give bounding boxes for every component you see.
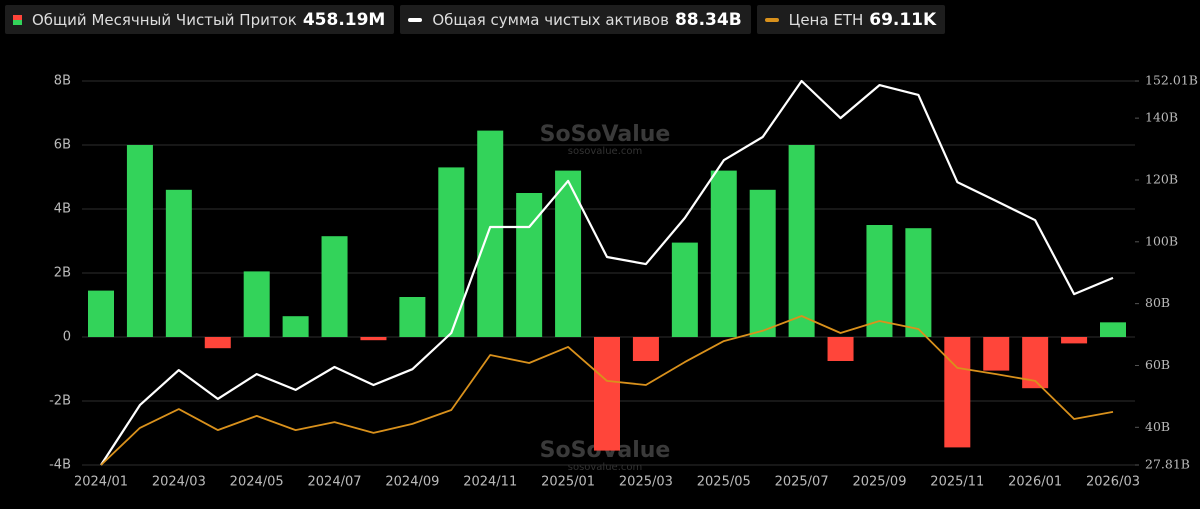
- x-tick-label: 2026/01: [1008, 475, 1062, 490]
- legend-label: Общий Месячный Чистый Приток: [32, 10, 297, 29]
- x-tick-label: 2024/07: [308, 475, 362, 490]
- bar: [632, 337, 659, 361]
- y2-tick-label: 60B: [1145, 357, 1170, 372]
- x-tick-label: 2025/05: [697, 475, 751, 490]
- y-tick-label: 0: [63, 330, 71, 345]
- bar: [282, 316, 309, 337]
- legend: Общий Месячный Чистый Приток 458.19M Общая…: [5, 5, 946, 34]
- bar: [204, 337, 231, 349]
- bar: [126, 145, 153, 337]
- bar: [1100, 322, 1126, 337]
- x-tick-label: 2025/09: [852, 475, 906, 490]
- bar: [438, 167, 465, 337]
- bar: [555, 170, 582, 337]
- legend-item[interactable]: Цена ETH 69.11K: [756, 5, 946, 34]
- bar: [165, 189, 192, 337]
- bar: [1061, 337, 1088, 344]
- legend-value: 69.11K: [869, 9, 937, 30]
- y2-tick-label: 80B: [1145, 295, 1170, 310]
- legend-item[interactable]: Общий Месячный Чистый Приток 458.19M: [5, 5, 395, 34]
- legend-value: 458.19M: [302, 9, 386, 30]
- x-tick-label: 2026/03: [1086, 475, 1140, 490]
- y-tick-label: 2B: [54, 266, 71, 281]
- y-tick-label: 6B: [54, 138, 71, 153]
- legend-value: 88.34B: [674, 9, 742, 30]
- bar: [671, 242, 698, 337]
- y2-tick-label: 152.01B: [1145, 73, 1198, 88]
- legend-item[interactable]: Общая сумма чистых активов 88.34B: [400, 5, 751, 34]
- x-tick-label: 2025/11: [930, 475, 984, 490]
- legend-icon: [408, 17, 423, 22]
- y-tick-label: -2B: [49, 394, 71, 409]
- legend-label: Цена ETH: [788, 10, 864, 29]
- bar: [477, 130, 504, 337]
- line: [100, 315, 1114, 466]
- y-tick-label: -4B: [49, 458, 71, 473]
- watermark-url: sosovalue.com: [568, 462, 643, 473]
- y2-tick-label: 27.81B: [1145, 457, 1190, 472]
- x-tick-label: 2024/11: [463, 475, 517, 490]
- bar: [827, 337, 854, 361]
- y-tick-label: 4B: [54, 202, 71, 217]
- bar: [594, 337, 620, 451]
- legend-icon: [764, 17, 779, 22]
- y2-tick-label: 140B: [1145, 110, 1178, 125]
- watermark: SoSoValue: [540, 122, 671, 147]
- y2-tick-label: 40B: [1145, 419, 1170, 434]
- bar: [905, 228, 932, 337]
- watermark-url: sosovalue.com: [568, 146, 643, 157]
- x-tick-label: 2024/03: [152, 475, 206, 490]
- line: [100, 79, 1114, 466]
- x-tick-label: 2024/01: [74, 475, 128, 490]
- legend-label: Общая сумма чистых активов: [432, 10, 669, 29]
- bar: [944, 337, 971, 448]
- x-tick-label: 2024/05: [230, 475, 284, 490]
- x-tick-label: 2025/07: [775, 475, 829, 490]
- y-tick-label: 8B: [54, 74, 71, 89]
- x-tick-label: 2024/09: [385, 475, 439, 490]
- bar: [788, 145, 815, 337]
- x-tick-label: 2025/01: [541, 475, 595, 490]
- y2-tick-label: 120B: [1145, 171, 1178, 186]
- bar: [710, 170, 737, 337]
- bar: [749, 189, 776, 337]
- legend-icon: [13, 14, 22, 25]
- bar: [243, 271, 270, 337]
- y2-tick-label: 100B: [1145, 233, 1178, 248]
- bar: [983, 337, 1010, 371]
- bar: [866, 225, 893, 337]
- bar: [360, 337, 387, 341]
- bar: [88, 290, 114, 337]
- bar: [321, 236, 348, 337]
- bar: [399, 297, 426, 337]
- x-tick-label: 2025/03: [619, 475, 673, 490]
